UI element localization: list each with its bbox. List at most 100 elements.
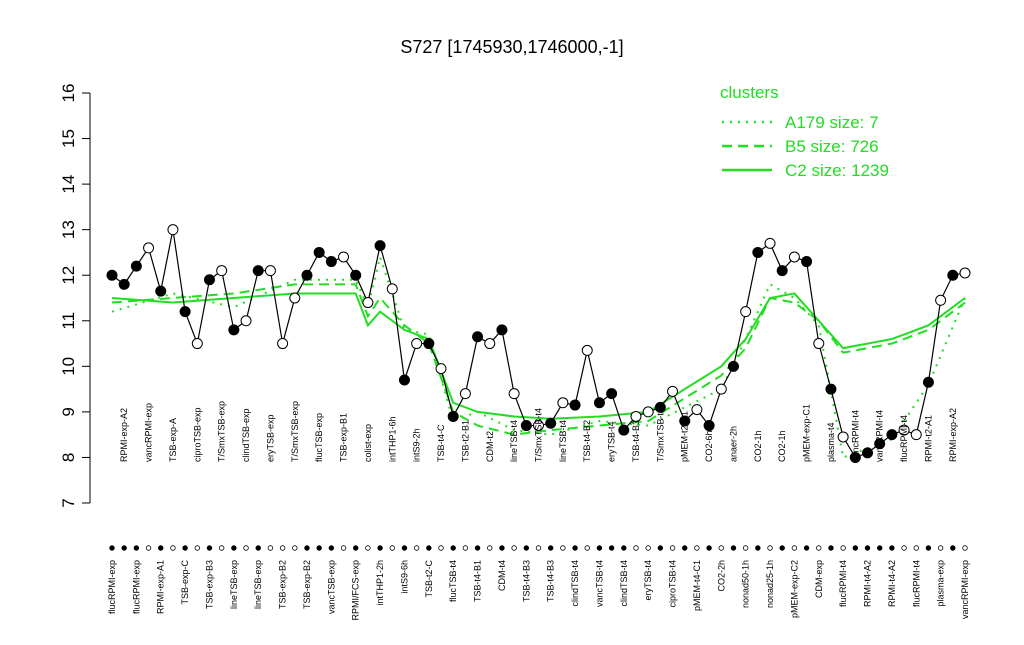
strip-dot bbox=[828, 545, 834, 551]
strip-dot bbox=[889, 545, 895, 551]
x-tick-label: pMEM-exp-C1 bbox=[802, 404, 812, 462]
strip-dot bbox=[913, 545, 919, 551]
data-point bbox=[508, 388, 520, 400]
strip-dot bbox=[767, 545, 773, 551]
strip-dot bbox=[742, 545, 749, 551]
data-point bbox=[155, 285, 167, 297]
data-point bbox=[740, 306, 752, 318]
strip-dot bbox=[158, 545, 164, 551]
x-tick-label: TSB-exp-B1 bbox=[339, 413, 349, 462]
x-tick-label: flucRPMI-t4 bbox=[838, 560, 848, 607]
legend-label: A179 size: 7 bbox=[785, 113, 879, 132]
strip-dot bbox=[304, 545, 310, 551]
x-tick-label: TSB-exp-B3 bbox=[204, 560, 214, 609]
x-tick-label: vancRPMI-t4 bbox=[850, 410, 860, 462]
data-point bbox=[752, 246, 764, 258]
strip-dot bbox=[133, 545, 140, 551]
x-tick-label: flucTSB-t4 bbox=[448, 560, 458, 602]
x-tick-label: TSB-exp-A bbox=[168, 418, 178, 462]
strip-dot bbox=[438, 545, 444, 551]
data-point bbox=[216, 265, 228, 277]
x-tick-label: plasma-exp bbox=[936, 560, 946, 607]
strip-dot bbox=[572, 545, 578, 551]
strip-dot bbox=[182, 545, 188, 551]
x-tick-label: TSB-t4-B3 bbox=[546, 560, 556, 602]
data-point bbox=[252, 265, 264, 277]
data-point bbox=[338, 251, 350, 263]
strip-dot bbox=[791, 545, 798, 551]
data-point bbox=[484, 338, 496, 350]
data-point bbox=[191, 338, 203, 350]
x-tick-label: CO2-1h bbox=[753, 430, 763, 462]
x-tick-label: vancTSB-t4 bbox=[594, 560, 604, 607]
data-point bbox=[374, 240, 386, 252]
data-point bbox=[398, 374, 410, 386]
legend-title: clusters bbox=[720, 83, 779, 102]
x-tick-label: intS9-2h bbox=[412, 428, 422, 462]
strip-dot bbox=[413, 545, 420, 551]
strip-dot bbox=[401, 545, 408, 551]
strip-dot bbox=[523, 545, 530, 551]
strip-dot bbox=[852, 545, 859, 551]
data-point bbox=[411, 338, 423, 350]
x-tick-label: pMEM-exp-C2 bbox=[789, 560, 799, 618]
strip-dot bbox=[340, 545, 347, 551]
x-tick-label: TSB-exp-B2 bbox=[302, 560, 312, 609]
data-point bbox=[837, 431, 849, 443]
x-tick-label: flucTSB-exp bbox=[314, 413, 324, 462]
strip-dot bbox=[487, 545, 493, 551]
data-point bbox=[910, 429, 922, 441]
strip-dot bbox=[840, 545, 846, 551]
data-point bbox=[557, 397, 569, 409]
data-point bbox=[228, 324, 240, 336]
data-point bbox=[289, 292, 301, 304]
strip-dot bbox=[682, 545, 688, 551]
x-tick-label: RPMI-exp-A2 bbox=[119, 408, 129, 462]
strip-dot bbox=[231, 545, 237, 551]
data-point bbox=[727, 360, 739, 372]
strip-dot bbox=[511, 545, 517, 551]
x-tick-label: plasma-t4 bbox=[826, 422, 836, 462]
strip-dot bbox=[121, 545, 127, 551]
x-tick-label: RPMI-exp-A2 bbox=[948, 408, 958, 462]
strip-dot bbox=[925, 545, 932, 551]
data-point bbox=[496, 324, 508, 336]
x-tick-label: intTHP1-2h bbox=[375, 560, 385, 606]
data-point bbox=[715, 383, 727, 395]
x-tick-label: RPMI/FCS-exp bbox=[351, 560, 361, 621]
strip-dot bbox=[608, 545, 615, 551]
data-point bbox=[520, 420, 532, 432]
x-tick-label: vancRPMI-exp bbox=[144, 403, 154, 462]
data-point bbox=[362, 297, 374, 309]
strip-dot bbox=[218, 545, 225, 551]
x-tick-label: TSB-t2-B1 bbox=[460, 420, 470, 462]
data-point bbox=[764, 237, 776, 249]
strip-dot bbox=[547, 545, 554, 551]
x-tick-label: CDM-exp bbox=[814, 560, 824, 598]
y-tick-label: 7 bbox=[59, 498, 78, 507]
strip-dot bbox=[621, 545, 627, 551]
data-point bbox=[118, 278, 130, 290]
strip-dot bbox=[194, 545, 200, 551]
x-tick-label: pMEM-t2-C1 bbox=[680, 411, 690, 462]
x-tick-label: flucRPMI-t4 bbox=[911, 560, 921, 607]
data-point bbox=[667, 385, 679, 397]
strip-dot bbox=[962, 545, 968, 551]
strip-dot bbox=[170, 545, 176, 551]
x-tick-label: vancRPMI-t4 bbox=[875, 410, 885, 462]
chart-title: S727 [1745930,1746000,-1] bbox=[400, 37, 623, 57]
strip-dot bbox=[499, 545, 505, 551]
x-tick-label: ciproTSB-exp bbox=[192, 407, 202, 462]
x-tick-label: colist-exp bbox=[363, 424, 373, 462]
strip-dot bbox=[426, 545, 432, 551]
data-point bbox=[435, 363, 447, 375]
data-point bbox=[545, 417, 557, 429]
data-point bbox=[264, 265, 276, 277]
y-tick-label: 12 bbox=[59, 266, 78, 285]
x-tick-label: eryTSB-exp bbox=[265, 414, 275, 462]
data-point bbox=[654, 401, 666, 413]
strip-dot bbox=[706, 545, 712, 551]
cluster-line bbox=[111, 292, 966, 420]
y-tick-label: 16 bbox=[59, 84, 78, 103]
